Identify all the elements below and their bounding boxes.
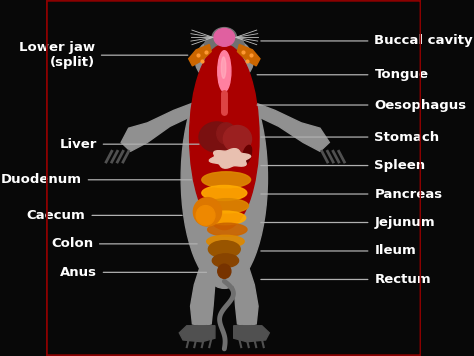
Text: Anus: Anus bbox=[60, 266, 97, 279]
Ellipse shape bbox=[193, 198, 221, 226]
Ellipse shape bbox=[199, 122, 235, 152]
Ellipse shape bbox=[221, 57, 226, 78]
Polygon shape bbox=[191, 262, 215, 326]
Ellipse shape bbox=[212, 254, 238, 267]
Polygon shape bbox=[256, 103, 329, 151]
Text: Colon: Colon bbox=[51, 237, 93, 250]
Text: Rectum: Rectum bbox=[374, 273, 431, 286]
Polygon shape bbox=[234, 262, 258, 326]
Ellipse shape bbox=[208, 71, 241, 96]
Ellipse shape bbox=[217, 123, 236, 144]
Polygon shape bbox=[237, 44, 260, 66]
Text: Spleen: Spleen bbox=[374, 159, 426, 172]
Ellipse shape bbox=[218, 264, 231, 278]
Ellipse shape bbox=[202, 185, 247, 200]
Ellipse shape bbox=[196, 206, 215, 225]
Text: Liver: Liver bbox=[59, 138, 97, 151]
Text: Pancreas: Pancreas bbox=[374, 188, 443, 200]
Polygon shape bbox=[179, 326, 215, 342]
Text: Tongue: Tongue bbox=[374, 68, 428, 81]
Ellipse shape bbox=[207, 235, 244, 247]
Text: Jejunum: Jejunum bbox=[374, 216, 435, 229]
Ellipse shape bbox=[205, 37, 221, 52]
Ellipse shape bbox=[190, 44, 259, 230]
Ellipse shape bbox=[202, 172, 251, 188]
Ellipse shape bbox=[227, 37, 244, 52]
Polygon shape bbox=[189, 44, 211, 66]
Text: Ileum: Ileum bbox=[374, 245, 416, 257]
Text: Oesophagus: Oesophagus bbox=[374, 99, 466, 111]
Ellipse shape bbox=[195, 37, 254, 84]
Text: Caecum: Caecum bbox=[27, 209, 85, 222]
Ellipse shape bbox=[208, 223, 247, 236]
Ellipse shape bbox=[204, 211, 246, 225]
Ellipse shape bbox=[181, 68, 267, 288]
Text: Stomach: Stomach bbox=[374, 131, 439, 143]
Ellipse shape bbox=[212, 27, 237, 47]
Polygon shape bbox=[210, 148, 251, 168]
Text: Buccal cavity: Buccal cavity bbox=[374, 35, 473, 47]
Ellipse shape bbox=[242, 145, 252, 164]
Ellipse shape bbox=[214, 28, 235, 46]
Ellipse shape bbox=[218, 51, 231, 92]
Text: Duodenum: Duodenum bbox=[1, 173, 82, 186]
Polygon shape bbox=[121, 103, 192, 151]
Ellipse shape bbox=[209, 241, 240, 258]
Ellipse shape bbox=[223, 126, 252, 152]
Ellipse shape bbox=[205, 199, 248, 213]
Text: Lower jaw
(split): Lower jaw (split) bbox=[19, 41, 95, 69]
Polygon shape bbox=[234, 326, 269, 342]
